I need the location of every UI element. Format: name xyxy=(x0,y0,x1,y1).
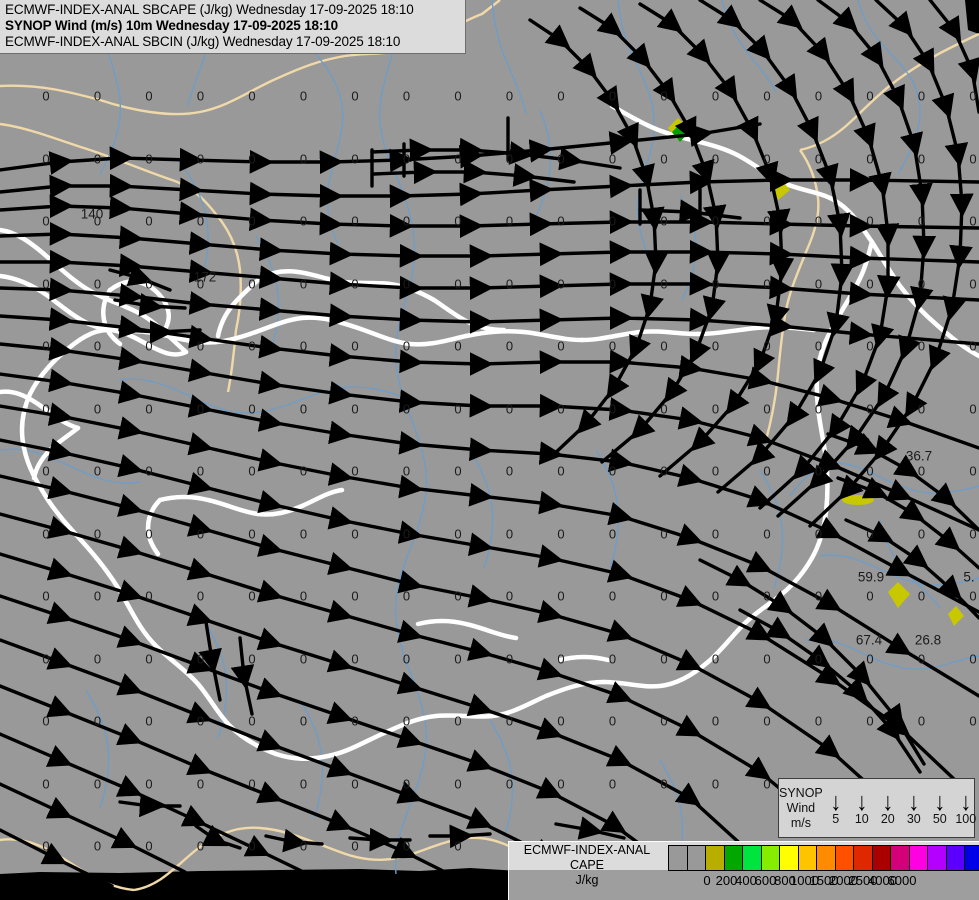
cape-swatch xyxy=(872,846,891,870)
cape-legend-field: CAPE xyxy=(569,858,605,872)
title-line-sbcin: ECMWF-INDEX-ANAL SBCIN (J/kg) Wednesday … xyxy=(5,34,401,49)
synop-speed-row: 5 10 20 30 50 100 xyxy=(823,812,979,830)
cape-tick-label: 2000 xyxy=(829,873,858,888)
down-arrow-icon: ↓ xyxy=(908,787,920,816)
cape-legend-units: J/kg xyxy=(575,873,599,887)
cape-tick-label: 1500 xyxy=(809,873,839,888)
cape-color-swatches xyxy=(668,845,979,871)
title-legend-box: ECMWF-INDEX-ANAL SBCAPE (J/kg) Wednesday… xyxy=(0,0,466,54)
synop-speed-label: 100 xyxy=(955,812,977,826)
synop-legend-units: m/s xyxy=(790,815,811,830)
synop-legend-labels: SYNOP Wind m/s xyxy=(779,779,823,837)
cape-swatch xyxy=(780,846,799,870)
cape-swatch xyxy=(946,846,965,870)
cape-swatch xyxy=(687,846,706,870)
title-line-sbcape: ECMWF-INDEX-ANAL SBCAPE (J/kg) Wednesday… xyxy=(5,2,414,17)
cape-swatch xyxy=(743,846,762,870)
synop-speed-label: 20 xyxy=(880,812,895,826)
cape-tick-label: 1000 xyxy=(790,873,819,888)
cape-legend-text: ECMWF-INDEX-ANAL CAPE xyxy=(512,843,662,873)
down-arrow-icon: ↓ xyxy=(830,787,842,816)
cape-swatch xyxy=(854,846,873,870)
synop-legend-scale: ↓ ↓ ↓ ↓ ↓ ↓ 5 10 20 30 50 100 xyxy=(823,779,979,837)
synop-wind-legend: SYNOP Wind m/s ↓ ↓ ↓ ↓ ↓ ↓ 5 10 20 30 50 100 xyxy=(778,778,976,838)
cape-tick-label: 200 xyxy=(715,873,738,888)
down-arrow-icon: ↓ xyxy=(934,787,946,816)
cape-legend-model: ECMWF-INDEX-ANAL xyxy=(523,843,651,857)
cape-swatch xyxy=(965,846,979,870)
cape-swatch xyxy=(909,846,928,870)
cape-swatch xyxy=(761,846,780,870)
cape-swatch xyxy=(891,846,910,870)
title-line-synop-wind: SYNOP Wind (m/s) 10m Wednesday 17-09-202… xyxy=(5,18,338,33)
cape-tick-label: 0 xyxy=(703,873,711,888)
cape-colorbar-legend: ECMWF-INDEX-ANAL CAPE J/kg 0 200 400 600 800… xyxy=(508,841,979,900)
down-arrow-icon: ↓ xyxy=(960,787,972,816)
cape-tick-labels: 0 200 400 600 800 1000 1500 2000 2500 4000 6000 xyxy=(658,873,978,893)
cape-swatch xyxy=(669,846,688,870)
cape-tick-label: 2500 xyxy=(848,873,878,888)
synop-speed-label: 5 xyxy=(832,812,840,826)
cape-legend-lower-band xyxy=(508,870,979,900)
cape-tick-label: 600 xyxy=(754,873,777,888)
cape-swatch xyxy=(835,846,854,870)
cape-tick-label: 400 xyxy=(735,873,757,888)
synop-speed-label: 10 xyxy=(854,812,869,826)
synop-speed-label: 30 xyxy=(906,812,921,826)
cape-tick-label: 4000 xyxy=(868,873,897,888)
cape-swatch xyxy=(724,846,743,870)
cape-swatch xyxy=(706,846,725,870)
synop-legend-subtitle: Wind xyxy=(786,800,816,815)
cape-swatch xyxy=(817,846,836,870)
cape-tick-label: 800 xyxy=(774,873,796,888)
cape-tick-label: 6000 xyxy=(887,873,917,888)
cape-swatch xyxy=(928,846,947,870)
down-arrow-icon: ↓ xyxy=(856,787,868,816)
down-arrow-icon: ↓ xyxy=(882,787,894,816)
cape-swatch xyxy=(798,846,817,870)
synop-speed-label: 50 xyxy=(932,812,947,826)
synop-legend-title: SYNOP xyxy=(779,785,823,800)
synop-arrow-row: ↓ ↓ ↓ ↓ ↓ ↓ xyxy=(823,786,979,816)
